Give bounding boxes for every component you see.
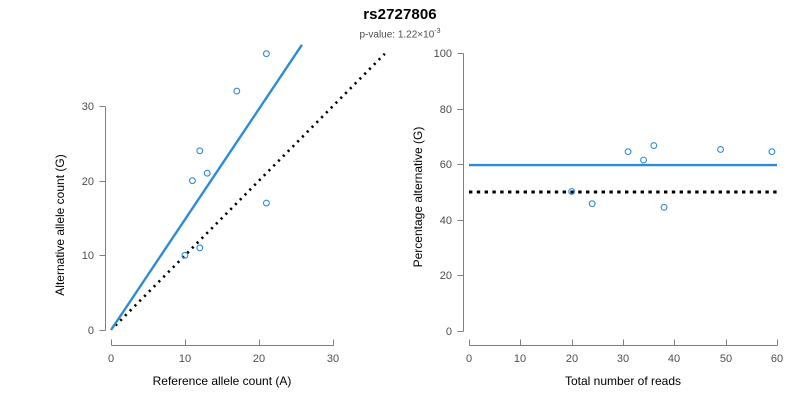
pvalue-text: p-value: 1.22×10	[359, 29, 435, 41]
x-tick-label-30: 30	[617, 353, 629, 365]
panel-percentage-alternative: 0 20 40 60 80 100 0 10 20 30 40 50 60 To…	[400, 0, 800, 400]
pvalue-exponent: -3	[434, 28, 441, 35]
regression-line	[110, 44, 303, 331]
x-axis-title: Reference allele count (A)	[153, 374, 292, 388]
regression-line-segment	[110, 44, 303, 331]
data-point	[233, 87, 241, 95]
y-tick-label-60: 60	[440, 159, 452, 171]
x-tick-label-20: 20	[566, 353, 578, 365]
y-tick-label-80: 80	[440, 104, 452, 116]
data-point	[203, 169, 211, 177]
data-points-group	[568, 142, 776, 211]
y-axis-title: Alternative allele count (G)	[53, 154, 67, 295]
x-tick-label-0: 0	[108, 353, 114, 365]
y-tick-label-20: 20	[440, 270, 452, 282]
data-point	[262, 199, 270, 207]
y-tick-label-10: 10	[82, 250, 94, 262]
data-point	[624, 148, 632, 156]
data-point	[196, 244, 204, 252]
page-title: rs2727806	[363, 6, 437, 23]
data-points-group	[181, 50, 270, 259]
y-tick-label-0: 0	[446, 326, 452, 338]
y-tick-label-30: 30	[82, 101, 94, 113]
x-tick-label-10: 10	[179, 353, 191, 365]
data-point	[660, 203, 668, 211]
scatter-plot-allele-counts: 0 10 20 30 0 10 20 30 Reference allele c…	[53, 44, 386, 388]
x-tick-label-10: 10	[514, 353, 526, 365]
y-tick-label-0: 0	[88, 325, 94, 337]
x-tick-label-20: 20	[253, 353, 265, 365]
scatter-plot-percentage-alternative: 0 20 40 60 80 100 0 10 20 30 40 50 60 To…	[411, 48, 783, 388]
reference-line-identity	[114, 52, 386, 327]
y-axis-title: Percentage alternative (G)	[411, 127, 425, 268]
reference-line-segment	[114, 52, 386, 327]
x-tick-label-30: 30	[327, 353, 339, 365]
y-tick-label-40: 40	[440, 215, 452, 227]
y-tick-label-100: 100	[434, 48, 452, 60]
data-point	[568, 187, 576, 195]
panel-allele-counts: 0 10 20 30 0 10 20 30 Reference allele c…	[53, 44, 386, 388]
data-point	[768, 148, 776, 156]
x-tick-label-0: 0	[466, 353, 472, 365]
data-point	[262, 50, 270, 58]
data-point	[188, 177, 196, 185]
x-axis-title: Total number of reads	[565, 374, 681, 388]
y-tick-label-20: 20	[82, 176, 94, 188]
data-point	[650, 142, 658, 150]
data-point	[717, 146, 724, 153]
x-tick-label-50: 50	[720, 353, 732, 365]
x-tick-label-60: 60	[771, 353, 783, 365]
x-tick-label-40: 40	[668, 353, 680, 365]
data-point	[196, 147, 204, 155]
data-point	[640, 156, 647, 164]
data-point	[181, 251, 189, 259]
figure-header: rs2727806 p-value: 1.22×10-3	[0, 0, 800, 41]
data-point	[588, 200, 596, 208]
pvalue-annotation: p-value: 1.22×10-3	[0, 24, 800, 41]
